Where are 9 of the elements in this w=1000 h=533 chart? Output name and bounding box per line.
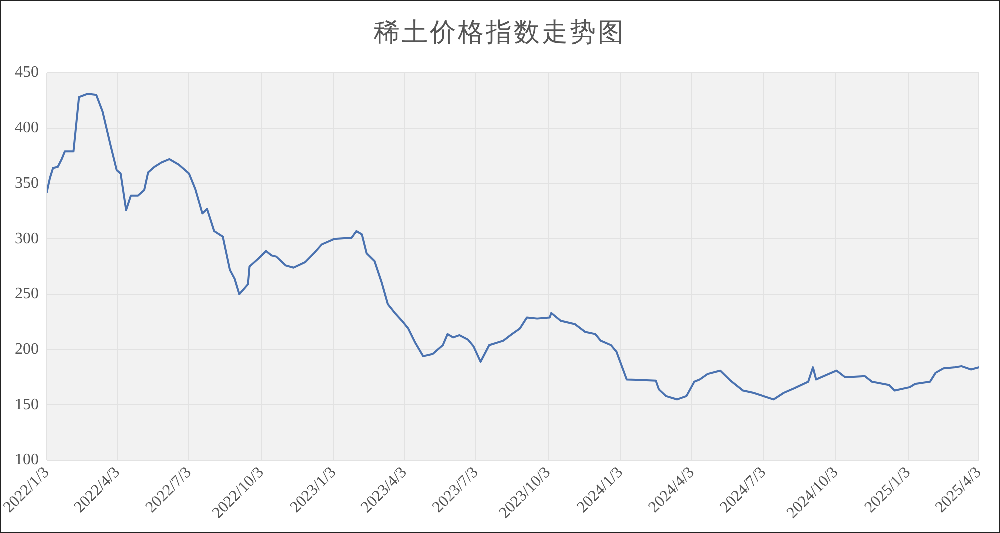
y-tick-label: 400 [15,120,39,137]
y-tick-label: 200 [15,341,39,358]
y-tick-label: 150 [15,396,39,414]
y-tick-label: 300 [15,230,39,248]
y-tick-label: 100 [15,452,39,469]
y-tick-label: 350 [15,174,39,192]
chart-title: 稀土价格指数走势图 [373,17,627,49]
y-tick-label: 450 [15,64,39,82]
y-tick-label: 250 [15,286,39,303]
